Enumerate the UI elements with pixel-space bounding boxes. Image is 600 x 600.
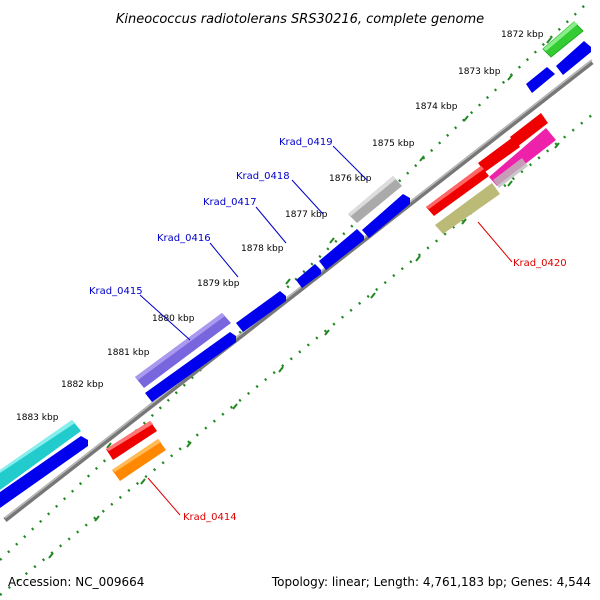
cds-arrow-krad0417[interactable] [319, 229, 364, 270]
feature-red-highlight [106, 421, 153, 451]
kbp-label: 1873 kbp [458, 67, 501, 77]
upper-dotted-track [0, 4, 586, 561]
feature-cyan[interactable] [0, 420, 81, 490]
feature-purple-highlight [135, 313, 225, 380]
cds-arrow[interactable] [145, 332, 236, 402]
lower-dotted-track [0, 109, 599, 596]
gene-label-krad0414[interactable]: Krad_0414 [183, 512, 237, 523]
cds-arrow-krad0418[interactable] [362, 194, 410, 238]
feature-red-highlight [426, 166, 484, 209]
feature-purple[interactable] [135, 313, 231, 388]
lower-track-ticks [48, 142, 560, 559]
feature-orange[interactable] [112, 439, 166, 481]
kbp-label: 1883 kbp [16, 413, 59, 423]
summary-text: Topology: linear; Length: 4,761,183 bp; … [271, 575, 591, 589]
genome-backbone [3, 60, 594, 522]
kbp-label: 1874 kbp [415, 102, 458, 112]
kbp-label: 1872 kbp [501, 30, 544, 40]
kbp-label: 1875 kbp [372, 139, 415, 149]
feature-cyan-highlight [0, 420, 75, 473]
feature-red-krad0414[interactable] [106, 421, 157, 460]
kbp-label: 1880 kbp [152, 314, 195, 324]
genome-backbone-highlight [4, 59, 593, 519]
kbp-label: 1879 kbp [197, 279, 240, 289]
cds-arrow-krad0416[interactable] [296, 264, 321, 288]
gene-label-krad0416[interactable]: Krad_0416 [157, 233, 211, 244]
gene-label-krad0419[interactable]: Krad_0419 [279, 137, 333, 148]
kbp-label: 1881 kbp [107, 348, 150, 358]
gene-label-krad0418[interactable]: Krad_0418 [236, 171, 290, 182]
kbp-label: 1876 kbp [329, 174, 372, 184]
cds-arrow[interactable] [556, 41, 591, 75]
feature-olive-krad0420[interactable] [435, 183, 500, 234]
feature-red[interactable] [426, 166, 489, 216]
label-leaders [139, 145, 513, 516]
kbp-label: 1878 kbp [241, 244, 284, 254]
map-title: Kineococcus radiotolerans SRS30216, comp… [116, 12, 484, 27]
feature-gray-krad0419[interactable] [348, 176, 402, 223]
feature-gray-small[interactable] [493, 158, 528, 188]
feature-red[interactable] [510, 113, 548, 147]
gene-label-krad0417[interactable]: Krad_0417 [203, 197, 257, 208]
cds-arrow[interactable] [526, 67, 555, 93]
cds-arrow[interactable] [0, 436, 88, 508]
gene-label-krad0415[interactable]: Krad_0415 [89, 286, 143, 297]
gene-label-krad0420[interactable]: Krad_0420 [513, 258, 567, 269]
feature-gray-highlight [348, 176, 396, 216]
kbp-label: 1882 kbp [61, 380, 104, 390]
cds-arrow-krad0415[interactable] [236, 291, 286, 332]
kbp-label: 1877 kbp [285, 210, 328, 220]
feature-red[interactable] [478, 137, 520, 172]
feature-green-highlight [543, 22, 578, 51]
accession-text: Accession: NC_009664 [8, 575, 144, 589]
feature-orange-highlight [112, 439, 161, 472]
